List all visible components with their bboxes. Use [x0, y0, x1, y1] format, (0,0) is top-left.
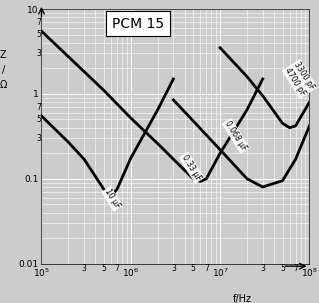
Text: 7: 7 [204, 264, 209, 273]
Text: 3: 3 [260, 264, 265, 273]
Text: 5: 5 [37, 115, 41, 124]
Text: 5: 5 [101, 264, 106, 273]
Text: 10 μF: 10 μF [103, 188, 122, 210]
Text: 3: 3 [37, 134, 41, 143]
Text: 3300 pF
4700 pF: 3300 pF 4700 pF [283, 61, 316, 97]
Text: PCM 15: PCM 15 [112, 17, 164, 31]
Text: f/Hz: f/Hz [233, 294, 252, 303]
Text: 5: 5 [37, 30, 41, 39]
Text: 7: 7 [37, 18, 41, 27]
Text: 3: 3 [171, 264, 176, 273]
Text: 3: 3 [37, 49, 41, 58]
Text: /: / [2, 65, 5, 75]
Text: 7: 7 [37, 103, 41, 112]
Text: Ω: Ω [0, 80, 7, 90]
Text: 5: 5 [280, 264, 285, 273]
Text: Z: Z [0, 49, 6, 60]
Text: 3: 3 [82, 264, 86, 273]
Text: 7: 7 [115, 264, 119, 273]
Text: 5: 5 [191, 264, 196, 273]
Text: 0.068 μF: 0.068 μF [223, 119, 249, 152]
Text: 0.33 μF: 0.33 μF [180, 153, 203, 182]
Text: 7: 7 [293, 264, 298, 273]
